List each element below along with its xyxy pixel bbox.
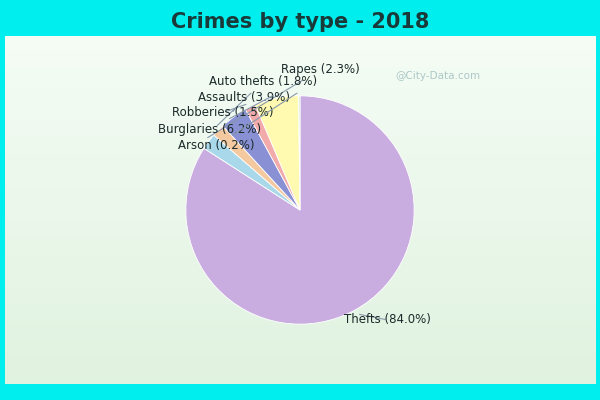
Wedge shape (214, 126, 300, 210)
Wedge shape (245, 105, 300, 210)
Text: Robberies (1.5%): Robberies (1.5%) (172, 104, 274, 119)
Wedge shape (223, 110, 300, 210)
Wedge shape (255, 96, 300, 210)
Wedge shape (299, 96, 300, 210)
Text: Rapes (2.3%): Rapes (2.3%) (208, 63, 360, 138)
Text: Arson (0.2%): Arson (0.2%) (178, 93, 297, 152)
Wedge shape (204, 135, 300, 210)
Text: Auto thefts (1.8%): Auto thefts (1.8%) (209, 76, 317, 126)
Text: Assaults (3.9%): Assaults (3.9%) (198, 91, 290, 112)
Text: Burglaries (6.2%): Burglaries (6.2%) (158, 96, 273, 136)
Text: Thefts (84.0%): Thefts (84.0%) (344, 314, 431, 326)
Text: @City-Data.com: @City-Data.com (396, 71, 481, 81)
Wedge shape (186, 96, 414, 324)
Text: Crimes by type - 2018: Crimes by type - 2018 (171, 12, 429, 32)
